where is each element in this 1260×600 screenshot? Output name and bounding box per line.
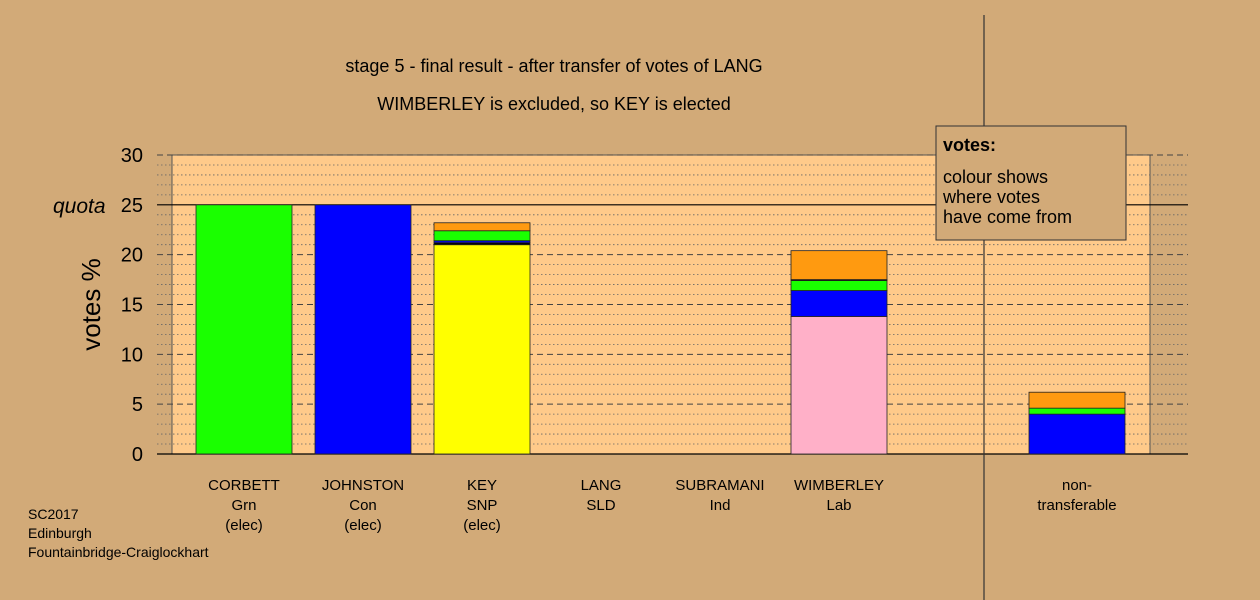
category-label: LANG [581, 477, 622, 494]
y-tick-label: 10 [121, 344, 143, 366]
category-party-label: Lab [826, 497, 851, 514]
y-tick-label: 5 [132, 394, 143, 416]
footer-ward: Fountainbridge-Craiglockhart [28, 544, 209, 560]
quota-label: quota [53, 195, 106, 218]
category-status-label: (elec) [344, 517, 382, 534]
chart-subtitle: WIMBERLEY is excluded, so KEY is elected [377, 94, 731, 114]
legend-heading: votes: [943, 135, 996, 155]
category-label: JOHNSTON [322, 477, 404, 494]
chart-title: stage 5 - final result - after transfer … [345, 56, 762, 76]
legend-line: where votes [942, 187, 1040, 207]
legend-line: colour shows [943, 167, 1048, 187]
footer-election: SC2017 [28, 506, 79, 522]
bar-segment-blue [790, 290, 888, 317]
category-party-label: Grn [231, 497, 256, 514]
category-label: non- [1062, 477, 1092, 494]
bar-segment-green [195, 204, 293, 455]
category-label: KEY [467, 477, 497, 494]
bar-segment-green [790, 280, 888, 291]
y-tick-label: 20 [121, 245, 143, 267]
category-label: SUBRAMANI [675, 477, 764, 494]
category-party-label: Ind [710, 497, 731, 514]
y-tick-label: 0 [132, 444, 143, 466]
category-party-label: SLD [586, 497, 615, 514]
category-label: WIMBERLEY [794, 477, 884, 494]
legend-line: have come from [943, 207, 1072, 227]
category-label: CORBETT [208, 477, 280, 494]
category-party-label: Con [349, 497, 377, 514]
bar-segment-blue [314, 204, 412, 455]
category-status-label: (elec) [225, 517, 263, 534]
bar-segment-orange [1028, 391, 1126, 409]
bar-segment-yellow [433, 244, 531, 455]
footer: SC2017 Edinburgh Fountainbridge-Craigloc… [28, 505, 209, 562]
bar-segment-orange [433, 222, 531, 232]
category-party-label: transferable [1037, 497, 1116, 514]
bar-segment-blue [1028, 413, 1126, 455]
bar-segment-orange [790, 250, 888, 280]
bar-segment-pink [790, 316, 888, 455]
y-tick-label: 15 [121, 295, 143, 317]
y-tick-label: 25 [121, 195, 143, 217]
category-status-label: (elec) [463, 517, 501, 534]
legend-box [935, 125, 1127, 241]
y-axis-label: votes % [76, 258, 106, 351]
bar-segment-green [433, 230, 531, 242]
category-party-label: SNP [467, 497, 498, 514]
y-tick-label: 30 [121, 145, 143, 167]
footer-council: Edinburgh [28, 525, 92, 541]
bar-segment-green [1028, 407, 1126, 415]
